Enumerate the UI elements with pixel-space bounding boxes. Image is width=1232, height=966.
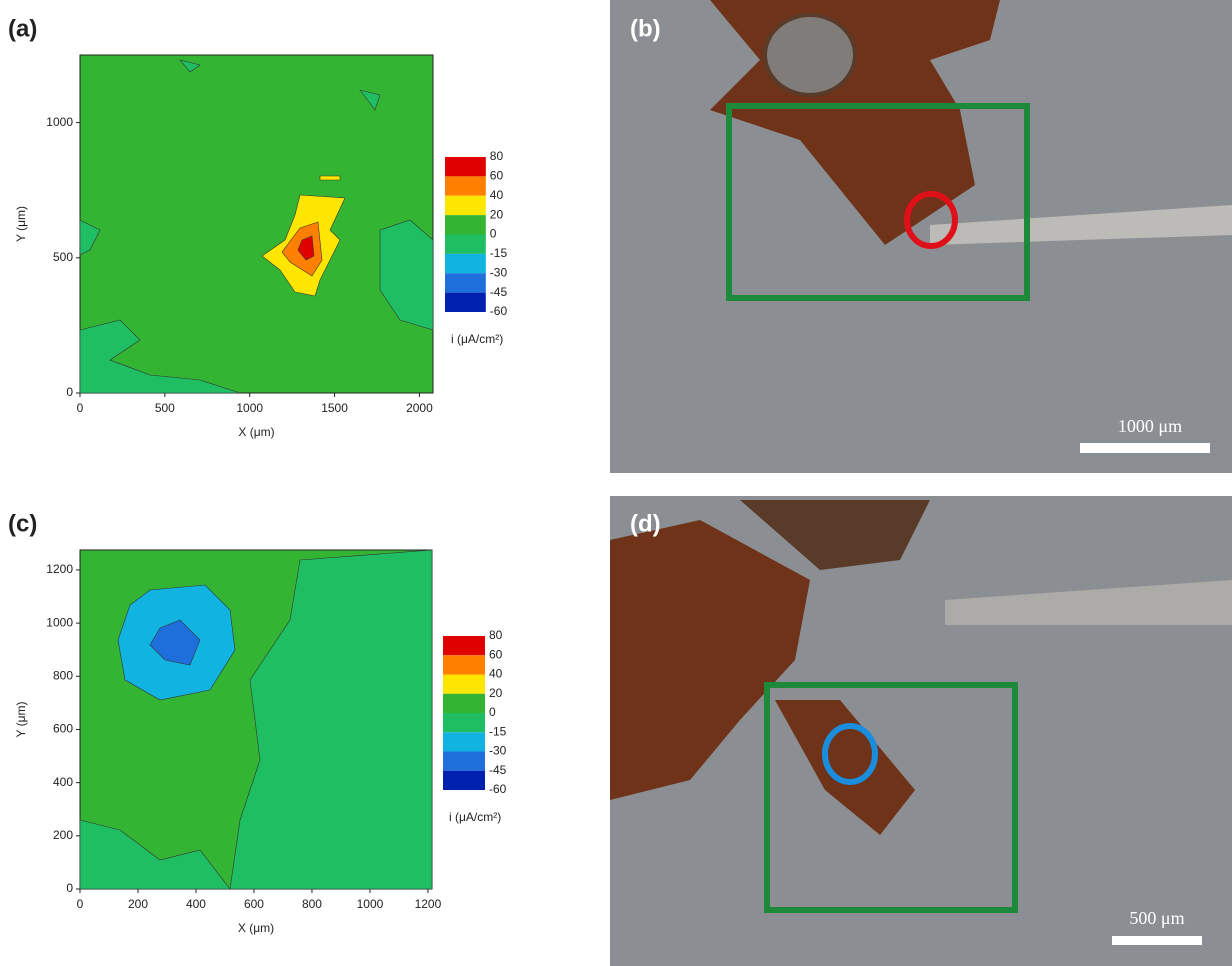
x-tick-label: 400 xyxy=(186,897,206,911)
y-tick-label: 800 xyxy=(53,668,73,682)
x-axis-label: X (μm) xyxy=(238,921,274,935)
y-tick-label: 0 xyxy=(66,881,73,895)
colorbar-block xyxy=(445,157,486,176)
x-tick-label: 500 xyxy=(155,401,175,415)
colorbar-block xyxy=(445,254,486,273)
contour-field xyxy=(80,55,433,393)
colorbar-block xyxy=(443,675,485,694)
colorbar-block xyxy=(443,694,485,713)
x-tick-label: 0 xyxy=(77,897,84,911)
colorbar-tick-label: -15 xyxy=(490,246,508,260)
colorbar-label: i (μA/cm²) xyxy=(451,332,503,346)
colorbar-tick-label: -60 xyxy=(490,304,508,318)
x-tick-label: 2000 xyxy=(406,401,433,415)
colorbar-block xyxy=(443,655,485,674)
colorbar-block xyxy=(445,215,486,234)
colorbar-tick-label: 0 xyxy=(489,705,496,719)
colorbar-tick-label: -45 xyxy=(489,763,507,777)
y-tick-label: 500 xyxy=(53,250,73,264)
colorbar-block xyxy=(445,293,486,312)
colorbar-tick-label: 40 xyxy=(489,667,503,681)
colorbar-tick-label: -45 xyxy=(490,285,508,299)
y-tick-label: 0 xyxy=(66,385,73,399)
colorbar-block xyxy=(443,752,485,771)
colorbar-block xyxy=(445,176,486,195)
colorbar-tick-label: 80 xyxy=(489,628,503,642)
colorbar-tick-label: -15 xyxy=(489,724,507,738)
colorbar-tick-label: -30 xyxy=(489,744,507,758)
panel-label: (b) xyxy=(630,15,661,42)
y-tick-label: 200 xyxy=(53,828,73,842)
colorbar-tick-label: 80 xyxy=(490,149,504,163)
y-tick-label: 600 xyxy=(53,722,73,736)
x-tick-label: 1000 xyxy=(236,401,263,415)
x-tick-label: 600 xyxy=(244,897,264,911)
colorbar-tick-label: 20 xyxy=(489,686,503,700)
panel-label: (c) xyxy=(8,510,37,537)
scale-bar-label: 500 μm xyxy=(1129,908,1184,928)
colorbar-block xyxy=(445,235,486,254)
x-tick-label: 200 xyxy=(128,897,148,911)
panel-label: (a) xyxy=(8,15,37,42)
colorbar-tick-label: 20 xyxy=(490,207,504,221)
colorbar-tick-label: -60 xyxy=(489,782,507,796)
colorbar-block xyxy=(445,273,486,292)
colorbar-tick-label: 60 xyxy=(490,169,504,183)
y-axis-label: Y (μm) xyxy=(14,206,28,242)
x-tick-label: 1200 xyxy=(415,897,442,911)
colorbar-block xyxy=(445,196,486,215)
colorbar-block xyxy=(443,771,485,790)
x-tick-label: 1500 xyxy=(321,401,348,415)
x-tick-label: 1000 xyxy=(357,897,384,911)
panel-label: (d) xyxy=(630,510,661,537)
y-tick-label: 400 xyxy=(53,775,73,789)
y-tick-label: 1200 xyxy=(46,562,73,576)
x-axis-label: X (μm) xyxy=(238,425,274,439)
micrograph xyxy=(610,0,1232,966)
colorbar-block xyxy=(443,732,485,751)
colorbar-tick-label: -30 xyxy=(490,265,508,279)
colorbar-block xyxy=(443,713,485,732)
figure: (b) 1000 μm (d) 500 μm (a) 0 500 1000 1500 20… xyxy=(0,0,1232,966)
colorbar-label: i (μA/cm²) xyxy=(449,810,501,824)
x-tick-label: 0 xyxy=(77,401,84,415)
colorbar-block xyxy=(443,636,485,655)
scale-bar-label: 1000 μm xyxy=(1118,416,1182,436)
colorbar-tick-label: 40 xyxy=(490,188,504,202)
colorbar-tick-label: 60 xyxy=(489,647,503,661)
x-tick-label: 800 xyxy=(302,897,322,911)
y-tick-label: 1000 xyxy=(46,115,73,129)
colorbar-tick-label: 0 xyxy=(490,227,497,241)
y-axis-label: Y (μm) xyxy=(14,701,28,737)
contour-field xyxy=(80,550,432,889)
y-tick-label: 1000 xyxy=(46,615,73,629)
